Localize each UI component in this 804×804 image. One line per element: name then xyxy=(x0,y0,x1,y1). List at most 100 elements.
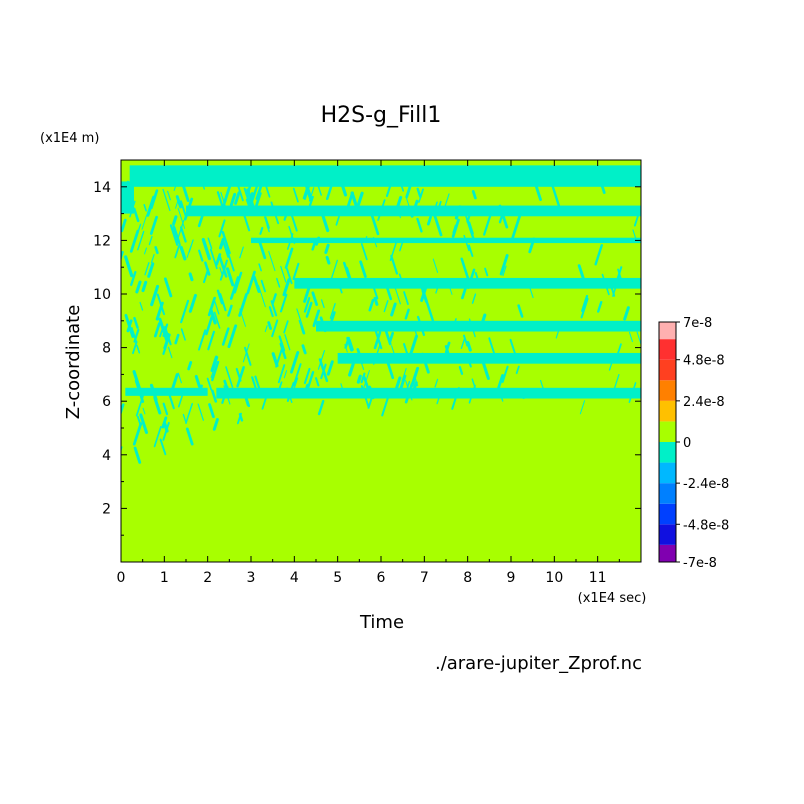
heatmap-streak xyxy=(213,311,221,329)
source-file-label: ./arare-jupiter_Zprof.nc xyxy=(435,653,642,674)
heatmap-streak xyxy=(163,277,173,298)
heatmap-streak xyxy=(181,182,190,203)
heatmap-streak xyxy=(221,230,231,255)
heatmap-streak xyxy=(511,214,521,239)
heatmap-streak xyxy=(359,260,367,278)
heatmap-streak xyxy=(225,267,235,287)
heatmap-streak xyxy=(498,389,504,402)
heatmap-streak xyxy=(268,306,274,318)
heatmap-streak xyxy=(257,284,266,308)
heatmap-streak xyxy=(311,242,316,251)
heatmap-streak xyxy=(338,175,348,197)
heatmap-streak xyxy=(227,324,238,349)
heatmap-streak xyxy=(238,413,244,422)
y-tick-label: 2 xyxy=(102,501,111,517)
heatmap-streak xyxy=(210,310,217,324)
heatmap-streak xyxy=(136,344,141,354)
heatmap-streak xyxy=(436,395,441,405)
heatmap-streak xyxy=(162,333,171,355)
y-tick-label: 8 xyxy=(102,341,111,357)
colorbar-label: 2.4e-8 xyxy=(683,395,725,410)
heatmap-streak xyxy=(416,187,422,198)
heatmap-streak xyxy=(345,191,354,211)
heatmap-streak xyxy=(467,268,476,289)
heatmap-streak xyxy=(411,381,418,395)
heatmap-streak xyxy=(197,213,205,228)
heatmap-streak xyxy=(167,391,175,410)
heatmap-streak xyxy=(356,374,362,384)
heatmap-streak xyxy=(179,245,187,261)
heatmap-streak xyxy=(214,300,220,315)
heatmap-band-8 xyxy=(125,387,208,396)
heatmap-streak xyxy=(162,188,171,212)
heatmap-streak xyxy=(628,331,633,343)
heatmap-streak xyxy=(433,201,438,213)
heatmap-streak xyxy=(408,334,418,357)
heatmap-streak xyxy=(207,296,216,317)
heatmap-streak xyxy=(636,331,641,346)
heatmap-streak xyxy=(394,286,401,305)
heatmap-streak xyxy=(186,246,192,258)
heatmap-streak xyxy=(515,365,520,375)
colorbar-label: -2.4e-8 xyxy=(683,477,729,492)
heatmap-streak xyxy=(210,356,219,379)
colorbar-swatch xyxy=(659,442,676,463)
heatmap-streak xyxy=(522,389,528,399)
heatmap-streak xyxy=(155,301,164,321)
heatmap-streak xyxy=(139,301,144,311)
heatmap-streak xyxy=(218,237,225,250)
heatmap-streak xyxy=(404,308,410,320)
heatmap-streak xyxy=(509,338,517,356)
y-axis: 2 4 6 8 10 12 14 xyxy=(93,180,641,536)
heatmap-streak xyxy=(121,403,125,416)
heatmap-streak xyxy=(174,333,180,345)
heatmap-streak xyxy=(257,237,267,260)
heatmap-streak xyxy=(245,397,251,408)
heatmap-streak xyxy=(277,364,286,384)
y-tick-label: 10 xyxy=(93,287,111,303)
heatmap-streak xyxy=(471,378,477,390)
x-tick-label: 6 xyxy=(377,570,386,586)
heatmap-streak xyxy=(403,291,409,305)
y-axis-title: Z-coordinate xyxy=(63,305,84,420)
heatmap-streak xyxy=(220,191,228,213)
heatmap-streak xyxy=(223,185,232,204)
heatmap-streak xyxy=(416,315,426,337)
heatmap-streak xyxy=(210,355,218,372)
heatmap-streak xyxy=(435,281,441,294)
heatmap-streak xyxy=(632,229,638,242)
heatmap-streak xyxy=(167,346,173,359)
heatmap-streak xyxy=(158,317,169,342)
heatmap-streak xyxy=(400,182,405,192)
heatmap-streak xyxy=(329,259,339,282)
colorbar-label: 0 xyxy=(683,436,691,451)
heatmap-streak xyxy=(173,179,179,191)
x-tick-label: 7 xyxy=(420,570,429,586)
heatmap-band-1 xyxy=(121,181,134,214)
y-tick-label: 14 xyxy=(93,180,111,196)
y-tick-label: 12 xyxy=(93,233,111,249)
heatmap-streak xyxy=(529,287,534,299)
heatmap-streak xyxy=(623,306,630,321)
heatmap-streak xyxy=(153,426,162,448)
heatmap-streak xyxy=(238,293,248,317)
heatmap-streak xyxy=(185,427,194,446)
heatmap-streak xyxy=(130,271,137,286)
x-tick-label: 8 xyxy=(463,570,472,586)
heatmap-streak xyxy=(451,218,460,238)
heatmap-streak xyxy=(159,438,167,456)
heatmap-streak xyxy=(283,209,289,221)
heatmap-streak xyxy=(614,266,623,286)
heatmap-streak xyxy=(462,206,469,223)
heatmap-streak xyxy=(468,318,476,338)
heatmap-streak xyxy=(133,328,140,343)
x-unit-label: (x1E4 sec) xyxy=(578,591,647,606)
x-tick-label: 1 xyxy=(160,570,169,586)
heatmap-streak xyxy=(150,284,160,307)
heatmap-streak xyxy=(207,237,213,250)
heatmap-streak xyxy=(144,262,150,276)
heatmap-streak xyxy=(410,199,419,218)
heatmap-streak xyxy=(149,383,158,401)
heatmap-streak xyxy=(311,291,319,306)
